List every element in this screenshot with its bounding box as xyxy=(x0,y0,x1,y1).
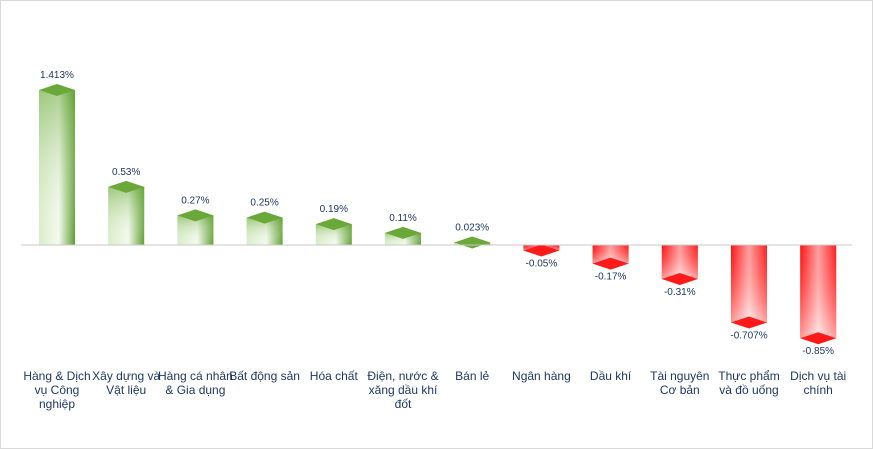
category-label: Ngân hàng xyxy=(512,369,571,383)
bar-top-face xyxy=(39,84,75,96)
data-label: 0.11% xyxy=(389,213,417,224)
bar-top-face xyxy=(385,226,421,239)
category-label: Bán lẻ xyxy=(455,369,490,383)
category-label: Xây dựng và Vật liệu xyxy=(92,369,161,397)
bar xyxy=(315,218,352,245)
data-label: -0.05% xyxy=(526,258,558,269)
data-label: 0.53% xyxy=(112,167,140,178)
data-label: -0.17% xyxy=(595,272,627,283)
category-label: Dầu khí xyxy=(589,369,632,383)
category-label: Bất động sản xyxy=(229,369,300,383)
bar xyxy=(39,84,75,245)
bar-top-face xyxy=(246,211,283,224)
data-label: -0.31% xyxy=(664,287,696,298)
category-label: Hàng cá nhân & Gia dụng xyxy=(158,369,233,397)
value-labels-layer: 1.413% 0.53% 0.27% 0.25% 0.19% 0.11% 0.023% -0.… xyxy=(40,70,834,357)
data-label: 0.19% xyxy=(320,204,348,215)
category-label: Điện, nước & xăng dầu khí đốt xyxy=(367,369,439,411)
bar xyxy=(246,211,283,245)
data-label: 0.27% xyxy=(181,195,209,206)
bar xyxy=(731,245,767,329)
bar-bottom-face xyxy=(592,257,629,270)
bar-bottom-face xyxy=(661,273,698,286)
data-label: 1.413% xyxy=(40,70,74,81)
bar xyxy=(800,245,837,345)
data-label: 0.25% xyxy=(250,198,278,209)
category-label: Hóa chất xyxy=(309,369,358,383)
bar-top-face xyxy=(108,180,145,193)
bar xyxy=(454,236,491,249)
bar-bottom-face xyxy=(523,244,560,257)
category-label: Tài nguyên Cơ bản xyxy=(650,369,710,397)
data-label: -0.85% xyxy=(802,346,834,357)
data-label: 0.023% xyxy=(455,222,489,233)
category-label: Dịch vụ tài chính xyxy=(790,369,847,397)
bar xyxy=(108,180,145,245)
bar xyxy=(385,226,421,245)
bar xyxy=(177,209,214,245)
bar xyxy=(592,245,629,270)
bar-top-face xyxy=(315,218,352,231)
bar xyxy=(523,244,560,257)
bar xyxy=(661,245,698,286)
data-label: -0.707% xyxy=(730,331,767,342)
category-label: Thực phẩm và đồ uống xyxy=(718,369,780,397)
bar-top-face xyxy=(177,209,214,222)
bar-top-face xyxy=(454,236,491,249)
bars-layer xyxy=(39,84,837,345)
bar-bottom-face xyxy=(800,332,837,345)
category-label: Hàng & Dịch vụ Công nghiệp xyxy=(23,369,91,411)
bar-bottom-face xyxy=(731,316,767,329)
